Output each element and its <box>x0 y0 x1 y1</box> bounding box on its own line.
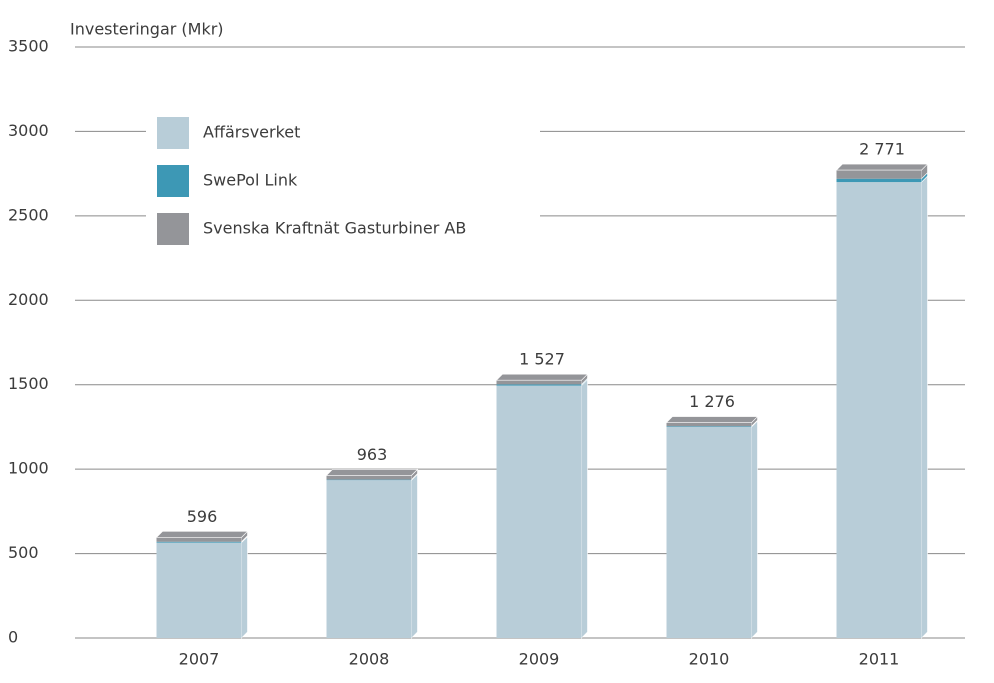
y-tick-label: 3500 <box>8 37 49 56</box>
bar-segment <box>496 384 582 386</box>
bar-segment <box>836 182 922 639</box>
bar-top <box>665 416 759 423</box>
y-tick-label: 2500 <box>8 205 49 224</box>
legend-swatch <box>157 213 189 245</box>
bar-segment <box>666 426 752 427</box>
legend-label: SwePol Link <box>203 171 298 190</box>
bar-segment <box>666 426 752 638</box>
x-tick-label: 2009 <box>519 650 560 669</box>
total-label: 963 <box>357 445 388 464</box>
bar-segment <box>156 542 242 638</box>
legend-label: Svenska Kraftnät Gasturbiner AB <box>203 219 466 238</box>
bar-top <box>495 373 589 381</box>
bar-segment <box>496 385 582 638</box>
bar-segment <box>156 541 242 543</box>
bar-top <box>325 469 419 476</box>
legend-label: Affärsverket <box>203 123 300 142</box>
y-tick-label: 1000 <box>8 459 49 478</box>
bar-segment <box>836 178 922 183</box>
total-label: 596 <box>187 507 218 526</box>
bar-segment <box>496 380 582 385</box>
total-label: 1 527 <box>519 350 565 369</box>
y-tick-label: 3000 <box>8 121 49 140</box>
y-axis-label: Investeringar (Mkr) <box>70 20 224 39</box>
bar-segment <box>326 480 412 638</box>
bar-side <box>411 473 418 639</box>
bar-top <box>835 163 929 171</box>
total-label: 1 276 <box>689 392 735 411</box>
x-tick-label: 2010 <box>689 650 730 669</box>
legend-swatch <box>157 117 189 149</box>
legend-background <box>146 108 540 253</box>
y-tick-label: 0 <box>8 628 18 647</box>
bar-side <box>581 378 588 639</box>
x-tick-label: 2007 <box>179 650 220 669</box>
total-label: 2 771 <box>859 140 905 159</box>
legend: Affärsverket SwePol Link Svenska Kraftnät … <box>157 117 466 245</box>
bar-segment <box>326 479 412 481</box>
bar-side <box>921 175 928 639</box>
bar-segment <box>156 537 242 542</box>
y-tick-label: 500 <box>8 543 39 562</box>
bars: 2007 596 2008 963 2009 1 527 2010 1 276 2011 2 77… <box>155 140 929 669</box>
y-tick-label: 1500 <box>8 374 49 393</box>
y-tick-label: 2000 <box>8 290 49 309</box>
x-tick-label: 2011 <box>859 650 900 669</box>
bar-segment <box>666 422 752 427</box>
legend-swatch <box>157 165 189 197</box>
bar-side <box>751 420 758 639</box>
bar-segment <box>836 170 922 179</box>
bar-top <box>155 531 249 538</box>
bar-side <box>241 535 248 639</box>
x-tick-label: 2008 <box>349 650 390 669</box>
bar-segment <box>326 475 412 480</box>
